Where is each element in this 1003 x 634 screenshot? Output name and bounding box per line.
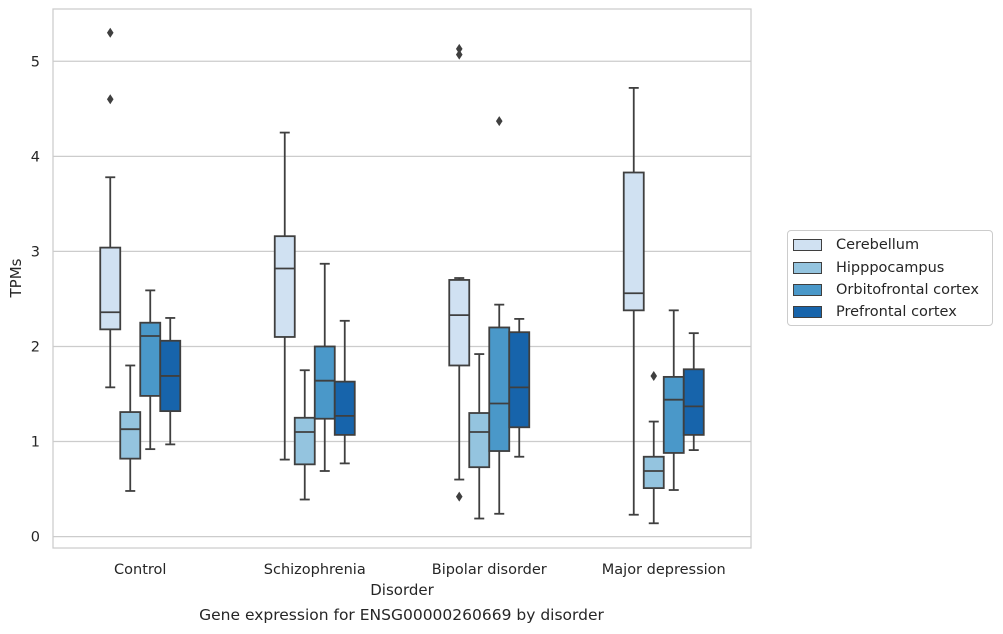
outlier-point [455,49,463,60]
legend-item-orbitofrontal-cortex: Orbitofrontal cortex [793,281,979,299]
box-cerebellum [622,87,645,516]
figure-caption: Gene expression for ENSG00000260669 by d… [199,606,604,624]
box-body [293,416,316,466]
box-cerebellum [99,27,122,389]
legend-swatch [793,284,822,296]
box-body [119,411,142,460]
x-axis-label: Disorder [370,581,434,599]
x-tick-label: Schizophrenia [264,562,366,578]
y-tick-labels: 0 1 2 3 4 5 [31,54,40,545]
boxes [99,27,705,525]
legend-swatch [793,262,822,274]
x-tick-label: Control [114,562,166,578]
box-body [682,368,705,436]
legend-item-cerebellum: Cerebellum [793,236,919,254]
outlier-point [455,43,463,54]
box-body [468,412,491,469]
box-body [273,235,296,338]
x-tick-label: Bipolar disorder [432,562,547,578]
legend-label: Orbitofrontal cortex [836,282,979,298]
y-tick-label: 4 [31,149,40,165]
box-body [622,171,645,312]
box-prefrontal-cortex [159,317,182,446]
legend-item-hippocampus: Hipppocampus [793,259,944,277]
box-prefrontal-cortex [682,332,705,451]
box-body [333,380,356,436]
x-tick-labels: Control Schizophrenia Bipolar disorder Majo… [114,562,726,578]
outlier-point [650,370,658,381]
box-cerebellum [448,43,471,502]
box-prefrontal-cortex [508,318,531,458]
box-body [99,246,122,331]
box-orbitofrontal-cortex [139,289,162,451]
x-tick-label: Major depression [602,562,726,578]
box-cerebellum [273,131,296,461]
box-hipppocampus [468,353,491,520]
y-tick-label: 1 [31,435,40,451]
legend-label: Cerebellum [836,237,920,253]
box-body [488,326,511,452]
box-hipppocampus [293,369,316,501]
y-axis-label: TPMs [7,258,25,298]
y-tick-label: 0 [31,530,40,546]
legend-swatch [793,239,822,251]
outlier-point [106,27,114,38]
outlier-point [455,491,463,502]
y-tick-label: 5 [31,54,40,70]
legend-swatch [793,306,822,318]
legend-item-prefrontal-cortex: Prefrontal cortex [793,303,957,321]
legend: Cerebellum Hipppocampus Orbitofrontal co… [787,230,993,326]
y-tick-label: 2 [31,339,40,355]
outlier-point [495,116,503,127]
box-orbitofrontal-cortex [488,116,511,515]
box-body [642,455,665,490]
box-prefrontal-cortex [333,319,356,465]
outlier-point [106,94,114,105]
box-hipppocampus [642,370,665,525]
box-hipppocampus [119,364,142,492]
legend-label: Prefrontal cortex [836,304,957,320]
box-body [662,375,685,454]
box-body [313,345,336,420]
box-body [508,331,531,429]
box-orbitofrontal-cortex [662,309,685,491]
y-tick-label: 3 [31,244,40,260]
box-body [139,321,162,397]
legend-label: Hipppocampus [836,260,945,276]
box-body [448,279,471,367]
